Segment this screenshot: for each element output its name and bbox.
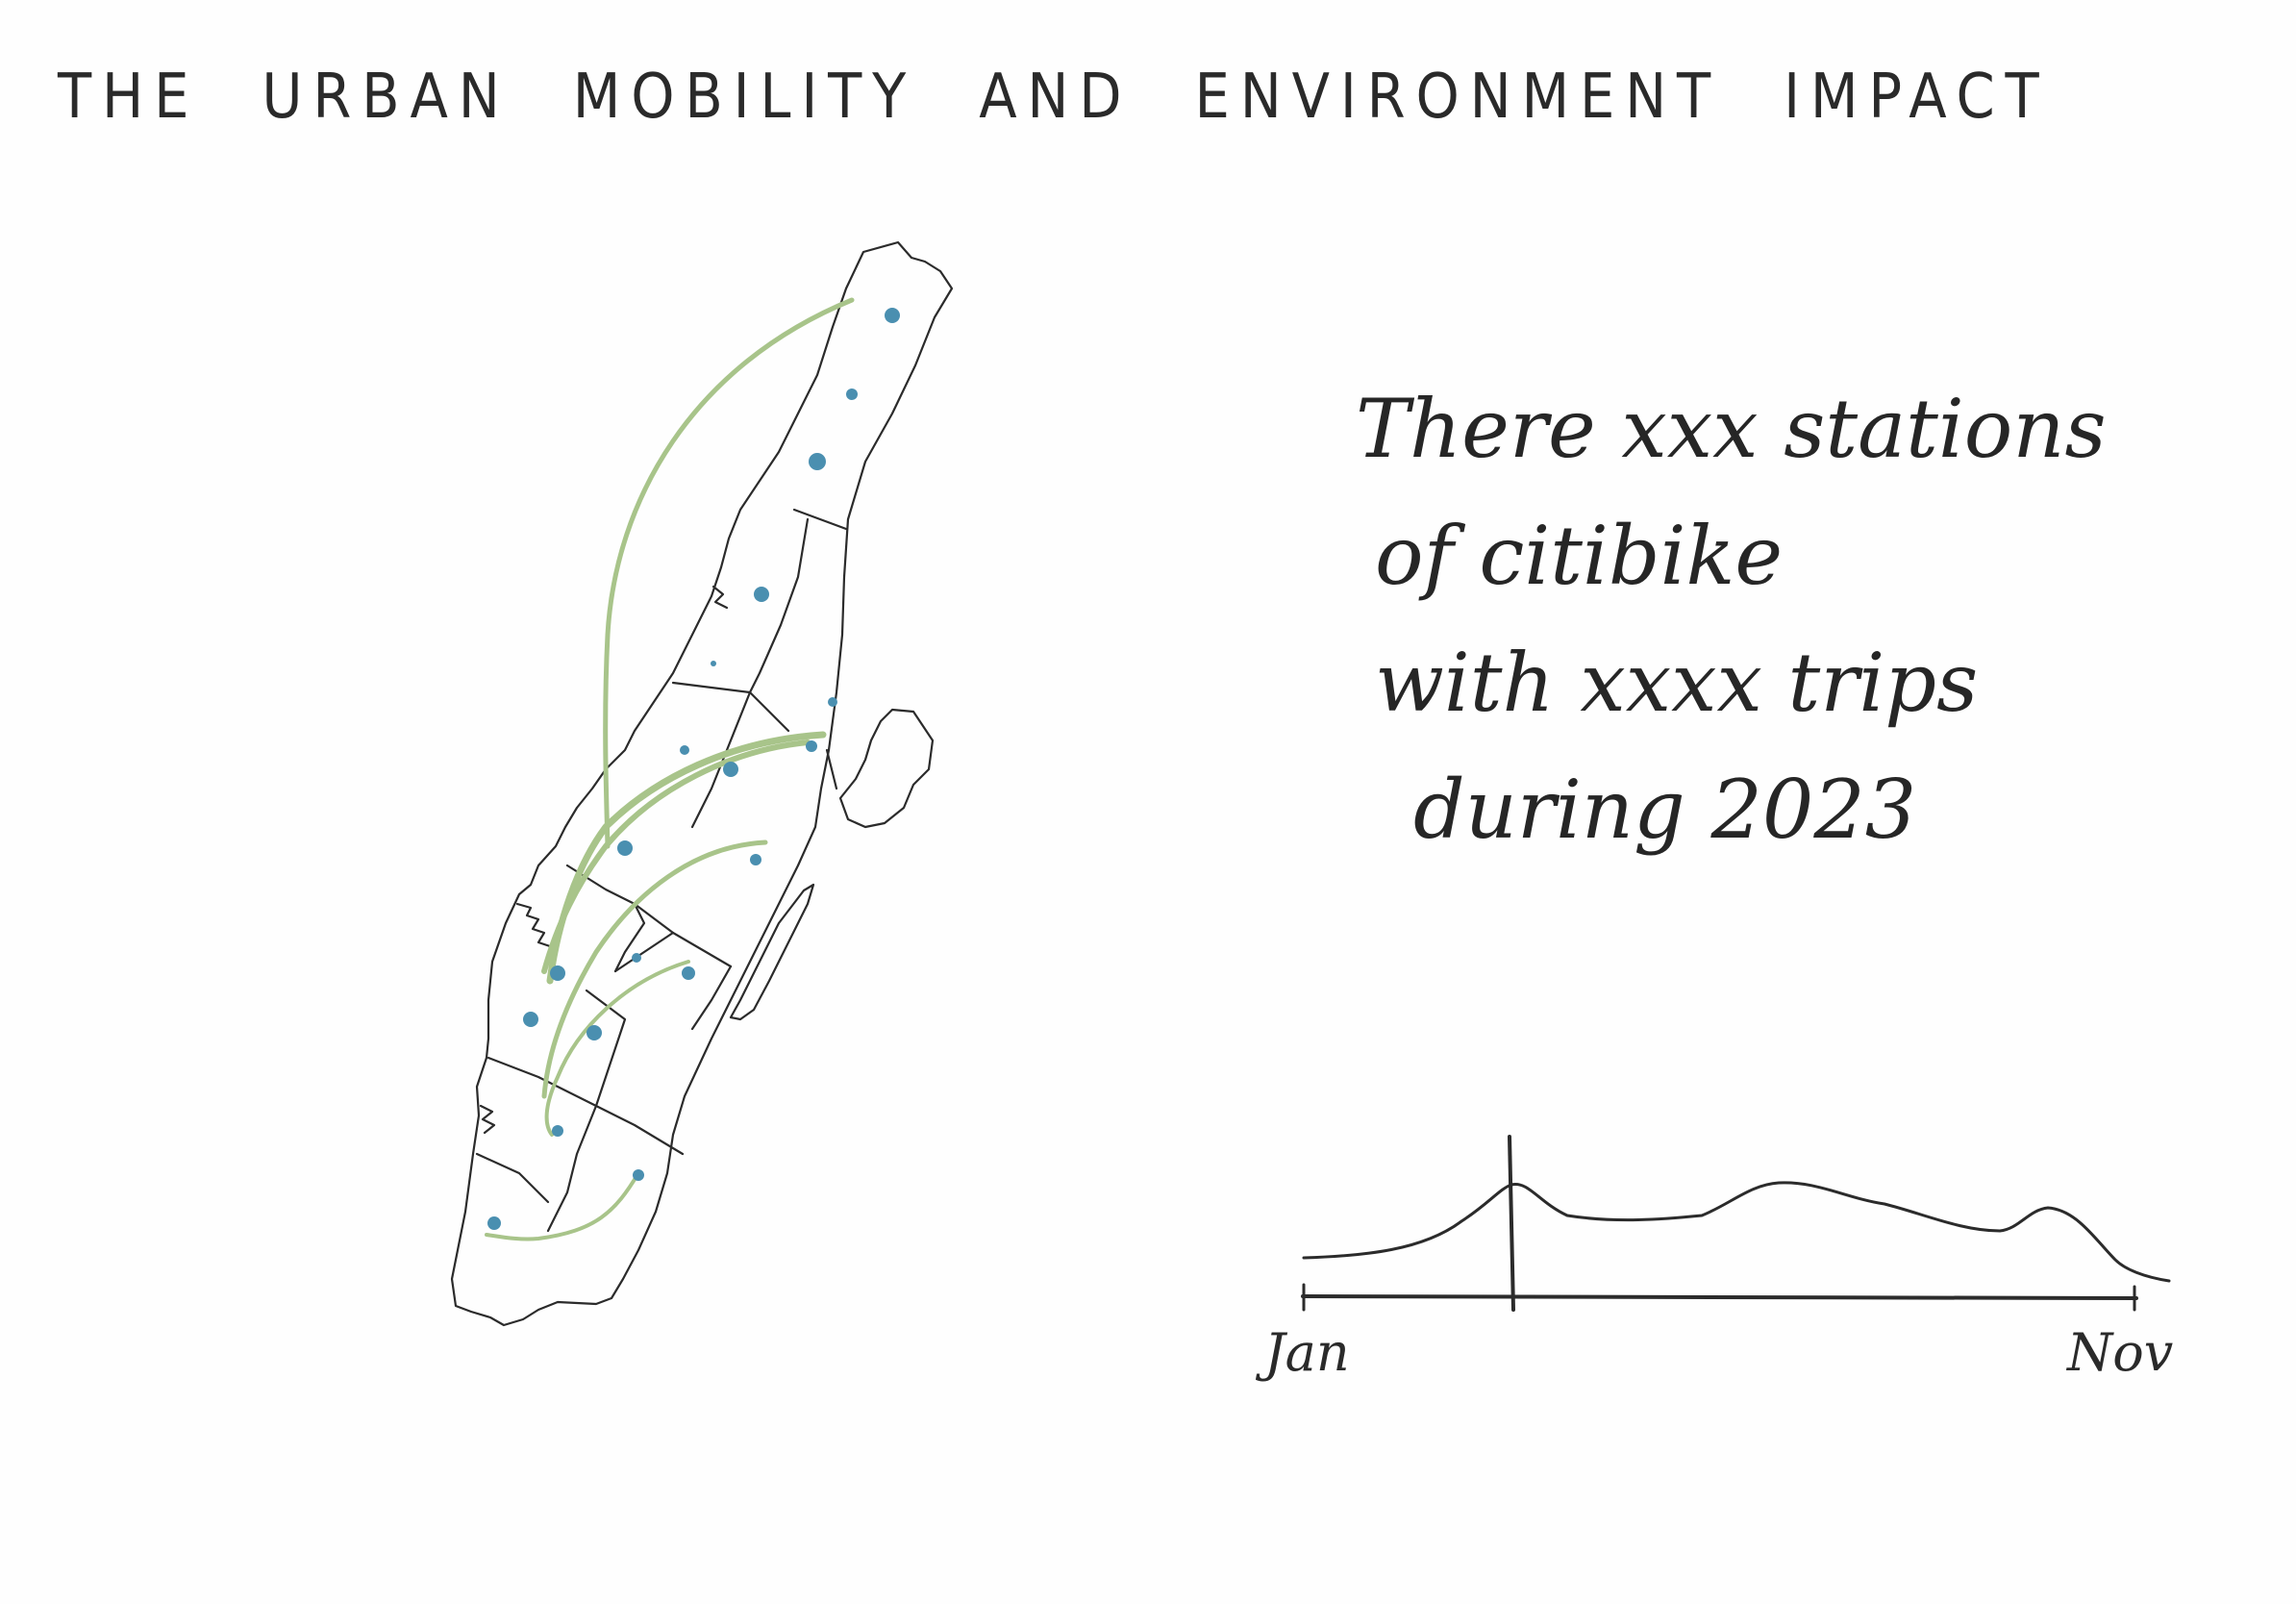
trip-volume-line bbox=[1302, 1181, 2171, 1283]
trip-arc bbox=[603, 297, 855, 849]
summary-line-citibike: of citibike bbox=[1375, 509, 1784, 603]
trip-arc bbox=[541, 840, 768, 1099]
station-dot bbox=[632, 953, 641, 963]
station-dot bbox=[586, 1025, 602, 1040]
page-title: THE URBAN MOBILITY AND ENVIRONMENT IMPAC… bbox=[58, 62, 2050, 133]
roosevelt-island bbox=[729, 883, 815, 1021]
randalls-island bbox=[838, 708, 935, 829]
trip-arc bbox=[546, 731, 827, 985]
trip-arc bbox=[544, 960, 690, 1137]
station-dot bbox=[633, 1169, 644, 1181]
station-dot bbox=[809, 453, 826, 470]
station-dot bbox=[617, 840, 633, 856]
timeline-end-label: Nov bbox=[2067, 1322, 2174, 1383]
station-dot bbox=[806, 740, 817, 752]
station-dot bbox=[711, 661, 716, 666]
timeline-axis bbox=[1301, 1294, 2138, 1300]
station-dot bbox=[680, 745, 689, 755]
station-dot bbox=[682, 966, 695, 980]
summary-line-trips: with xxxx trips bbox=[1375, 636, 1979, 730]
station-dot bbox=[754, 587, 769, 602]
station-dots bbox=[487, 308, 900, 1230]
summary-line-stations: There xxx stations bbox=[1356, 382, 2107, 476]
station-dot bbox=[828, 697, 837, 707]
trip-arc bbox=[485, 1171, 640, 1241]
timeline-start-label: Jan bbox=[1264, 1322, 1350, 1383]
map-outline bbox=[450, 240, 954, 1327]
station-dot bbox=[523, 1012, 538, 1027]
timeline-chart bbox=[1301, 1135, 2171, 1312]
district-line bbox=[792, 508, 848, 531]
current-marker bbox=[1508, 1135, 1515, 1312]
trip-arcs bbox=[485, 297, 855, 1241]
station-dot bbox=[552, 1125, 563, 1137]
station-dot bbox=[750, 854, 761, 865]
station-dot bbox=[550, 965, 565, 981]
station-dot bbox=[846, 388, 858, 400]
trip-arc bbox=[541, 739, 811, 974]
station-dot bbox=[487, 1216, 501, 1230]
summary-line-year: during 2023 bbox=[1413, 763, 1917, 857]
summary-note: There xxx stations of citibike with xxxx… bbox=[1356, 365, 2221, 873]
station-dot bbox=[723, 762, 738, 777]
station-dot bbox=[885, 308, 900, 323]
